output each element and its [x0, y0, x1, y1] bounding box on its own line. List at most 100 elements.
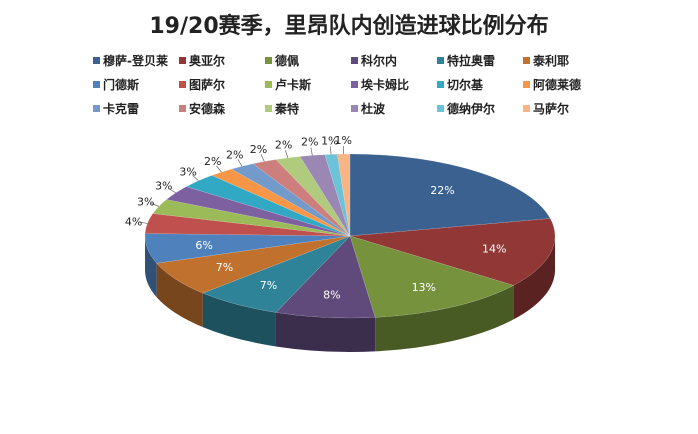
- legend-label: 马萨尔: [533, 101, 570, 116]
- pie-slice: [349, 153, 551, 237]
- leader-line: [216, 165, 222, 173]
- legend-label: 图萨尔: [189, 77, 226, 92]
- data-label: 13%: [412, 281, 436, 294]
- leader-line: [192, 175, 199, 182]
- legend-item: 杜波: [351, 100, 437, 116]
- data-label: 3%: [179, 165, 196, 178]
- data-label: 8%: [323, 289, 340, 302]
- legend-label: 特拉奥雷: [447, 53, 496, 68]
- legend-item: 门德斯: [93, 76, 179, 92]
- pie-slice: [202, 235, 351, 313]
- legend-swatch: [523, 56, 530, 64]
- legend-label: 泰利耶: [533, 53, 570, 68]
- leader-line: [237, 159, 243, 167]
- pie-slice-side: [513, 236, 555, 320]
- leader-line: [329, 146, 332, 155]
- legend-swatch: [351, 80, 358, 88]
- legend-swatch: [265, 56, 272, 64]
- legend-item: 卢卡斯: [265, 76, 351, 92]
- legend-label: 杜波: [361, 101, 386, 116]
- legend-label: 安德森: [189, 101, 226, 116]
- legend-swatch: [351, 104, 358, 112]
- leader-line: [139, 221, 148, 224]
- data-label: 7%: [216, 261, 233, 274]
- data-label: 2%: [275, 139, 292, 152]
- data-label: 2%: [250, 143, 267, 156]
- legend-swatch: [437, 80, 444, 88]
- legend-swatch: [351, 56, 358, 64]
- legend-swatch: [437, 56, 444, 64]
- legend-item: 德佩: [265, 52, 351, 68]
- pie-slice: [156, 235, 351, 294]
- pie-slice: [275, 156, 351, 237]
- leader-line: [151, 203, 159, 207]
- legend-item: 阿德莱德: [523, 76, 609, 92]
- legend-swatch: [179, 56, 186, 64]
- data-label: 3%: [137, 195, 154, 208]
- legend-item: 马萨尔: [523, 100, 609, 116]
- legend-item: 图萨尔: [179, 76, 265, 92]
- leader-line: [285, 150, 289, 158]
- data-label: 4%: [125, 215, 142, 228]
- legend-label: 穆萨-登贝莱: [103, 53, 168, 68]
- legend-label: 阿德莱德: [533, 77, 582, 92]
- pie-slice: [144, 213, 351, 237]
- legend-item: 切尔基: [437, 76, 523, 92]
- legend-swatch: [179, 104, 186, 112]
- data-label: 3%: [155, 179, 172, 192]
- legend-swatch: [93, 80, 100, 88]
- legend-label: 卡克雷: [103, 101, 140, 116]
- pie-slice-side: [145, 236, 157, 298]
- leader-line: [310, 147, 313, 156]
- data-label: 2%: [204, 155, 221, 168]
- data-label: 2%: [226, 148, 243, 161]
- data-label: 6%: [195, 239, 212, 252]
- legend-swatch: [523, 80, 530, 88]
- pie-slice: [144, 233, 351, 264]
- pie-slice: [337, 153, 351, 237]
- pie-slice: [324, 153, 351, 237]
- legend-label: 科尔内: [361, 53, 398, 68]
- legend-swatch: [437, 104, 444, 112]
- data-label: 14%: [482, 243, 506, 256]
- legend-item: 穆萨-登贝莱: [93, 52, 179, 68]
- pie-slice-side: [156, 263, 203, 328]
- legend-label: 卢卡斯: [275, 77, 312, 92]
- legend-swatch: [179, 80, 186, 88]
- legend-item: 科尔内: [351, 52, 437, 68]
- legend-item: 特拉奥雷: [437, 52, 523, 68]
- legend-label: 秦特: [275, 101, 300, 116]
- legend-swatch: [265, 80, 272, 88]
- legend-swatch: [265, 104, 272, 112]
- pie-slice: [349, 235, 515, 318]
- pie-slice-side: [275, 312, 376, 352]
- leader-line: [168, 188, 176, 194]
- pie-slice: [299, 154, 351, 237]
- leader-line: [260, 154, 265, 162]
- legend-label: 德纳伊尔: [447, 101, 496, 116]
- legend-item: 卡克雷: [93, 100, 179, 116]
- legend-item: 泰利耶: [523, 52, 609, 68]
- legend-label: 门德斯: [103, 77, 140, 92]
- legend-item: 奥亚尔: [179, 52, 265, 68]
- chart-legend: 穆萨-登贝莱 奥亚尔 德佩 科尔内 特拉奥雷 泰利耶门德斯 图萨尔 卢卡斯 埃卡姆比 切尔基 阿德莱…: [93, 52, 613, 116]
- pie-slice: [152, 199, 351, 237]
- legend-item: 德纳伊尔: [437, 100, 523, 116]
- pie-slice: [349, 218, 556, 286]
- legend-label: 切尔基: [447, 77, 484, 92]
- legend-item: 秦特: [265, 100, 351, 116]
- data-label: 7%: [260, 279, 277, 292]
- chart-title: 19/20赛季，里昂队内创造进球比例分布: [149, 14, 549, 39]
- data-label: 1%: [321, 134, 338, 147]
- pie-slice-side: [375, 285, 514, 352]
- legend-item: 埃卡姆比: [351, 76, 437, 92]
- legend-swatch: [523, 104, 530, 112]
- legend-item: 安德森: [179, 100, 265, 116]
- legend-label: 奥亚尔: [189, 53, 226, 68]
- legend-swatch: [93, 104, 100, 112]
- pie-slice-side: [202, 293, 276, 347]
- legend-label: 埃卡姆比: [361, 77, 410, 92]
- legend-swatch: [93, 56, 100, 64]
- data-label: 1%: [335, 134, 352, 147]
